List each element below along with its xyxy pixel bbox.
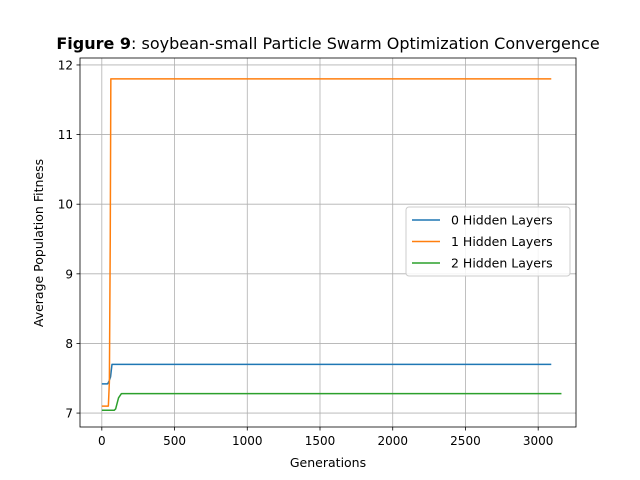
x-tick-label: 0	[98, 434, 106, 448]
chart-title: Figure 9: soybean-small Particle Swarm O…	[56, 34, 599, 53]
x-tick-label: 500	[163, 434, 186, 448]
x-tick-label: 1000	[232, 434, 263, 448]
legend-items: 0 Hidden Layers 1 Hidden Layers 2 Hidden L…	[412, 213, 553, 271]
series-line-2	[101, 392, 562, 412]
x-tick-label: 2500	[450, 434, 481, 448]
x-tick-label: 1500	[305, 434, 336, 448]
y-tick-label: 10	[58, 198, 73, 212]
legend: 0 Hidden Layers 1 Hidden Layers 2 Hidden L…	[405, 206, 571, 277]
ticks: 0 500 1000 1500 2000 2500 3000 7 8 9 10 11 12	[58, 58, 554, 448]
legend-box	[405, 206, 571, 277]
legend-label-0: 0 Hidden Layers	[451, 213, 553, 228]
y-tick-label: 7	[65, 407, 73, 421]
plot-frame	[79, 57, 577, 428]
y-tick-label: 11	[58, 128, 73, 142]
x-tick-label: 3000	[523, 434, 554, 448]
y-tick-label: 9	[65, 267, 73, 281]
x-axis-label: Generations	[290, 455, 366, 470]
chart-title-bold: Figure 9	[56, 34, 131, 53]
legend-label-2: 2 Hidden Layers	[451, 256, 553, 271]
y-tick-label: 12	[58, 58, 73, 72]
series-lines	[101, 78, 562, 412]
y-axis-label: Average Population Fitness	[31, 159, 46, 327]
legend-label-1: 1 Hidden Layers	[451, 234, 553, 249]
chart-title-rest: : soybean-small Particle Swarm Optimizat…	[131, 34, 600, 53]
series-line-1	[101, 78, 552, 407]
y-tick-label: 8	[65, 337, 73, 351]
x-tick-label: 2000	[377, 434, 408, 448]
